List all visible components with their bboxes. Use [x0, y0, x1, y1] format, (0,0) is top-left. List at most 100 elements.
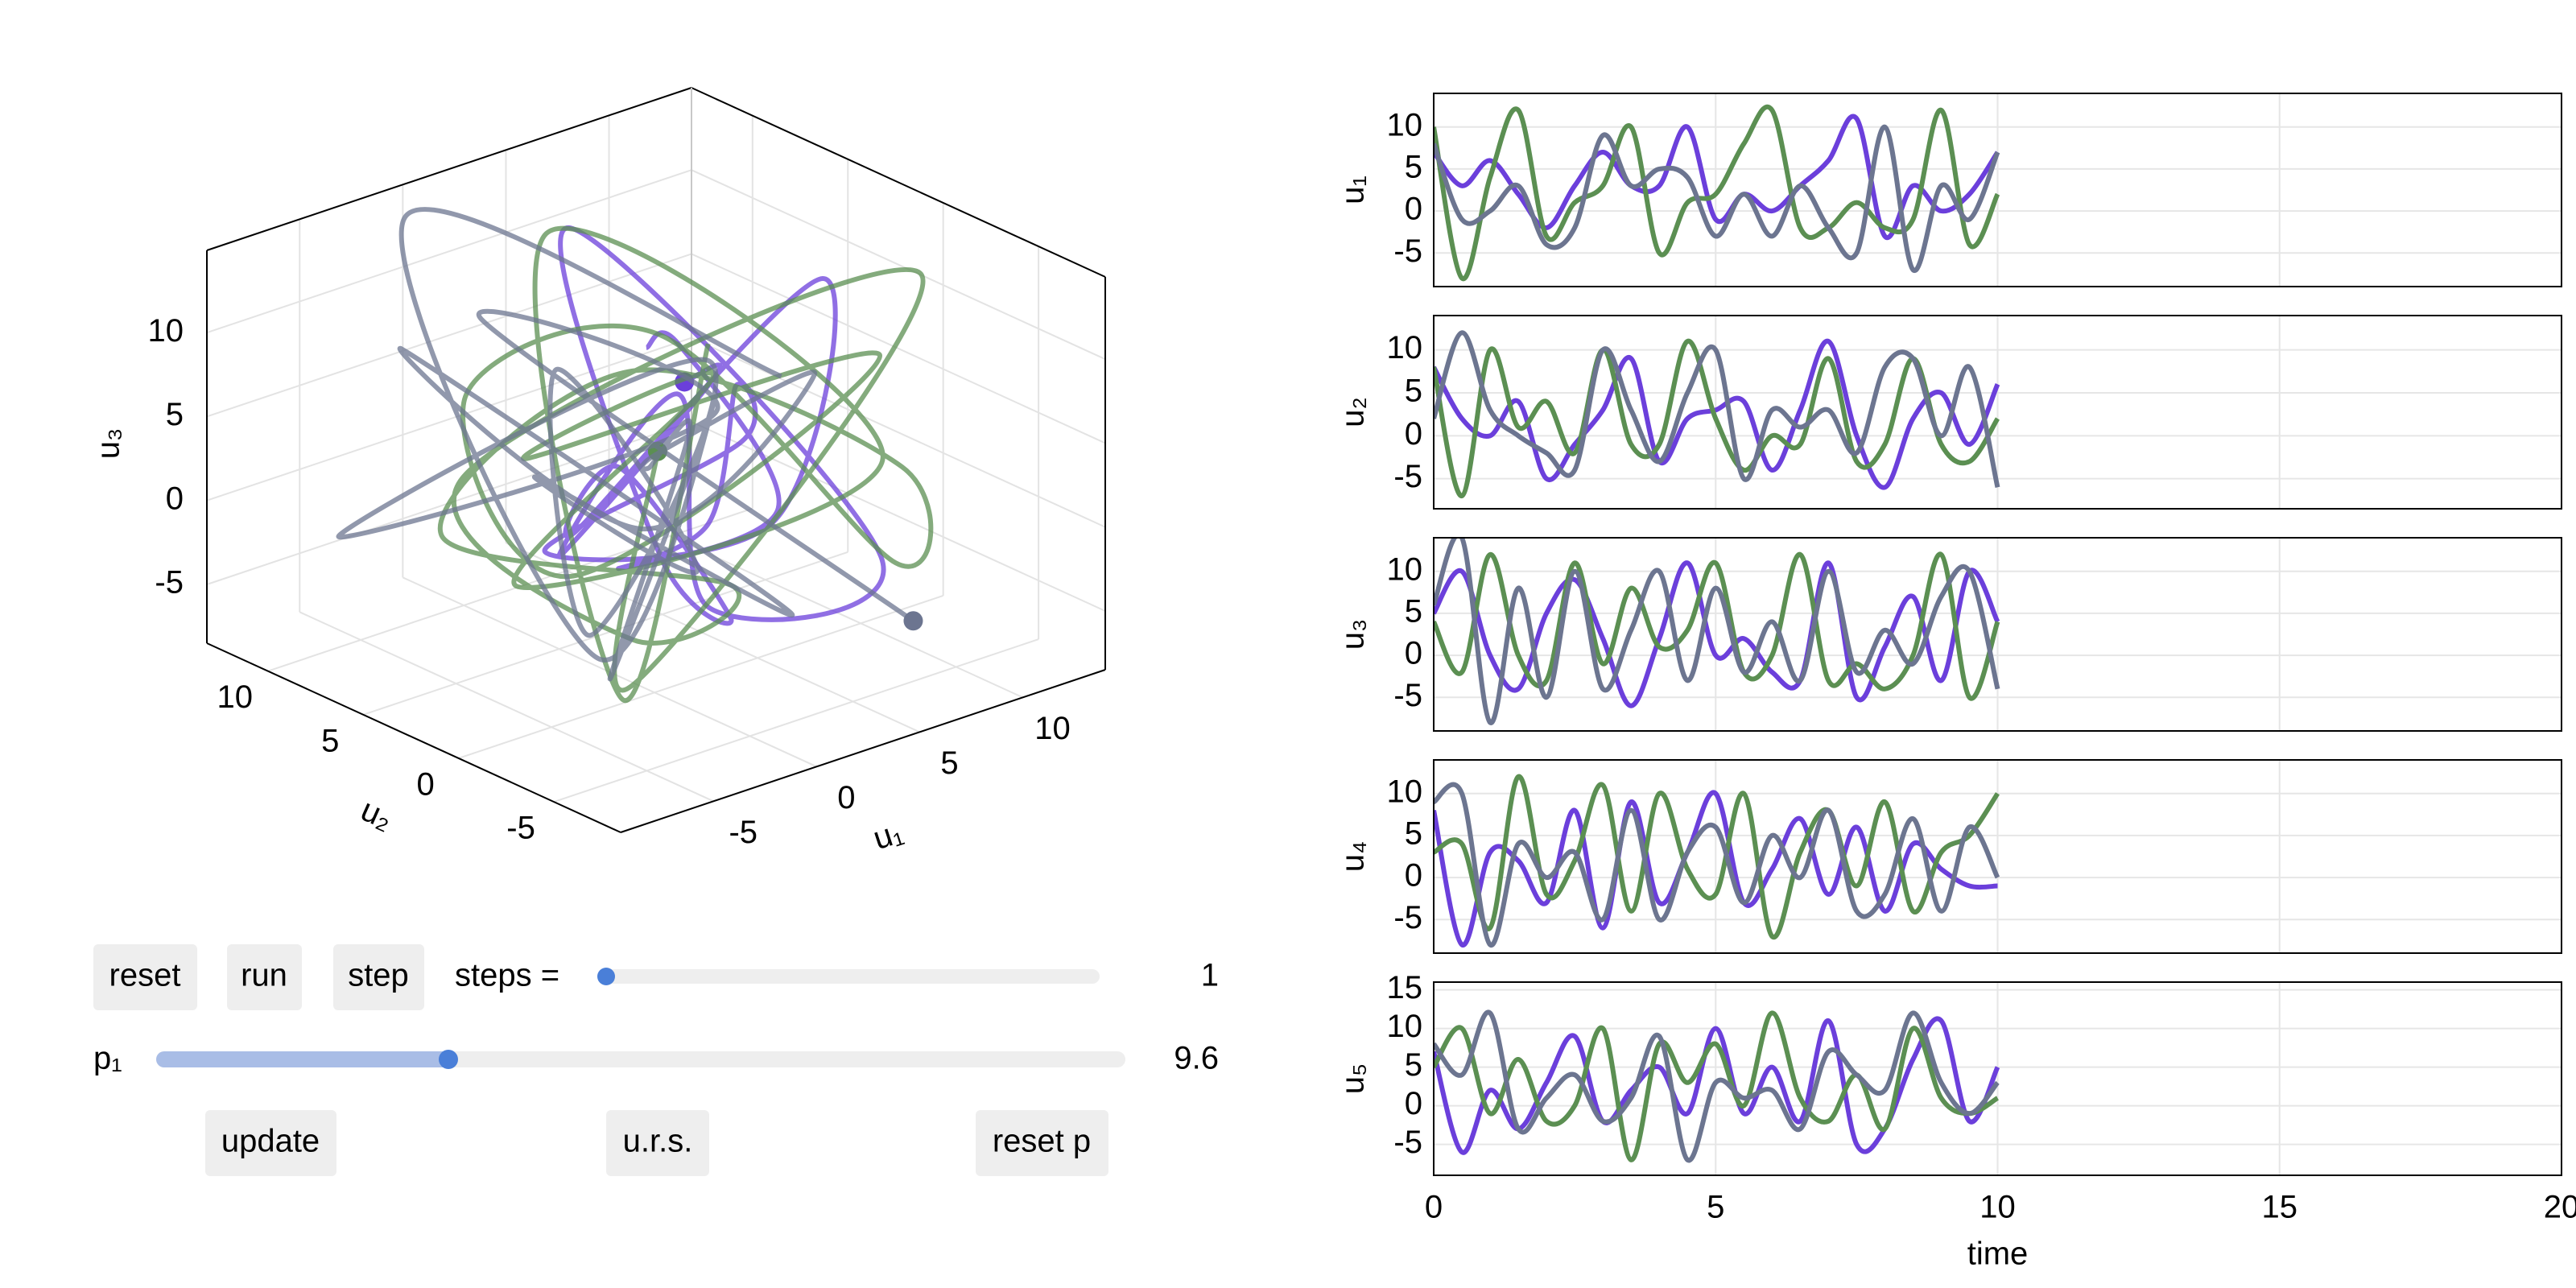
grid-line: [206, 336, 692, 502]
y-tick-label: 0: [1405, 1086, 1422, 1121]
y-tick-label: 5: [1405, 149, 1422, 184]
steps-slider[interactable]: [597, 968, 1100, 985]
x-tick-label: 0: [837, 780, 855, 815]
y-tick-label: 10: [1387, 107, 1423, 142]
y-tick-label: 10: [1387, 551, 1423, 587]
urs-button[interactable]: u.r.s.: [606, 1110, 709, 1176]
x-tick-label: -5: [729, 815, 758, 850]
y-tick-label: 0: [417, 767, 435, 803]
button-bg: [976, 1110, 1108, 1176]
y-tick-label: -5: [1393, 1125, 1422, 1160]
y-tick-label: 0: [1405, 416, 1422, 452]
series-line: [1434, 339, 2000, 499]
x-tick-label: 20: [2544, 1190, 2576, 1225]
series-line: [1434, 551, 2000, 701]
x-tick-label: 0: [1425, 1190, 1443, 1225]
grid-line: [691, 169, 1106, 361]
y-tick-label: -5: [1393, 900, 1422, 935]
p-value: 9.6: [1174, 1041, 1219, 1076]
panel-frame: [1433, 981, 2562, 1176]
panel-frame: [1433, 93, 2562, 287]
x-tick-label: 5: [940, 745, 958, 781]
button-label: u.r.s.: [623, 1124, 693, 1159]
x-tick-label: 5: [1707, 1190, 1724, 1225]
z-tick-label: -5: [155, 565, 184, 601]
series-line: [1434, 104, 2000, 282]
series-line: [1434, 790, 1998, 947]
panel-frame: [1433, 315, 2562, 510]
y-tick-label: -5: [1393, 459, 1422, 494]
button-label: step: [348, 958, 409, 993]
z-tick-label: 5: [166, 397, 184, 432]
y-axis-label: u₁: [1335, 175, 1371, 204]
button-label: reset p: [993, 1124, 1091, 1159]
update-button[interactable]: update: [205, 1110, 336, 1176]
y-tick-label: 0: [1405, 858, 1422, 894]
y-tick-label: 5: [1405, 593, 1422, 629]
y-tick-label: -5: [1393, 233, 1422, 269]
y-axis-label: u₃: [1335, 619, 1371, 650]
button-label: reset: [109, 958, 181, 993]
x-tick-label: 10: [1979, 1190, 2016, 1225]
y-tick-label: 5: [1405, 374, 1422, 409]
z-axis-label: u₃: [91, 428, 126, 460]
axis-frame: [620, 669, 1106, 833]
axis-frame: [691, 87, 1106, 278]
series-line: [1434, 330, 2000, 489]
reset-p-button[interactable]: reset p: [976, 1110, 1108, 1176]
x-axis-label: u₁: [869, 814, 907, 857]
x-tick-label: 15: [2262, 1190, 2298, 1225]
button-bg: [205, 1110, 336, 1176]
steps-value: 1: [1201, 958, 1219, 993]
y-tick-label: 10: [217, 679, 254, 715]
y-axis-label: u₂: [1335, 397, 1371, 427]
trajectory-3d: [336, 207, 915, 682]
button-bg: [227, 944, 302, 1010]
y-tick-label: 5: [321, 723, 339, 758]
p-slider[interactable]: [156, 1050, 1125, 1069]
slider-knob: [597, 968, 615, 985]
button-bg: [333, 944, 424, 1010]
series-line: [1434, 124, 2000, 273]
grid-line: [553, 638, 1039, 803]
x-axis-label: time: [1967, 1236, 2029, 1272]
slider-knob: [439, 1050, 458, 1069]
series-line: [1434, 1010, 2000, 1162]
button-bg: [606, 1110, 709, 1176]
z-tick-label: 10: [148, 313, 184, 349]
y-tick-label: 10: [1387, 1009, 1423, 1044]
y-tick-label: 10: [1387, 774, 1423, 809]
y-tick-label: -5: [1393, 678, 1422, 713]
grid-line: [299, 611, 714, 803]
grid-line: [691, 253, 1106, 444]
y-axis-label: u₂: [356, 792, 398, 837]
button-label: update: [221, 1124, 320, 1159]
y-tick-label: 15: [1387, 970, 1423, 1005]
series-line: [1434, 774, 2000, 940]
trajectory-3d: [437, 225, 934, 703]
y-tick-label: 0: [1405, 636, 1422, 671]
steps-label: steps =: [455, 958, 559, 993]
y-axis-label: u₅: [1335, 1063, 1371, 1094]
panel-frame: [1433, 759, 2562, 954]
y-tick-label: -5: [506, 811, 535, 846]
y-tick-label: 5: [1405, 815, 1422, 851]
step-button[interactable]: step: [333, 944, 424, 1010]
grid-line: [458, 595, 943, 759]
series-line: [1434, 1009, 2000, 1163]
y-tick-label: 10: [1387, 330, 1423, 365]
reset-button[interactable]: reset: [93, 944, 197, 1010]
series-line: [1434, 782, 2000, 947]
grid-line: [206, 253, 692, 418]
x-tick-label: 10: [1034, 711, 1071, 746]
axis-frame: [206, 87, 692, 251]
panel-frame: [1433, 537, 2562, 732]
series-line: [1434, 1016, 2000, 1155]
y-tick-label: 0: [1405, 192, 1422, 227]
grid-line: [362, 551, 848, 716]
series-line: [1434, 538, 2000, 725]
run-button[interactable]: run: [227, 944, 302, 1010]
y-tick-label: 5: [1405, 1047, 1422, 1083]
